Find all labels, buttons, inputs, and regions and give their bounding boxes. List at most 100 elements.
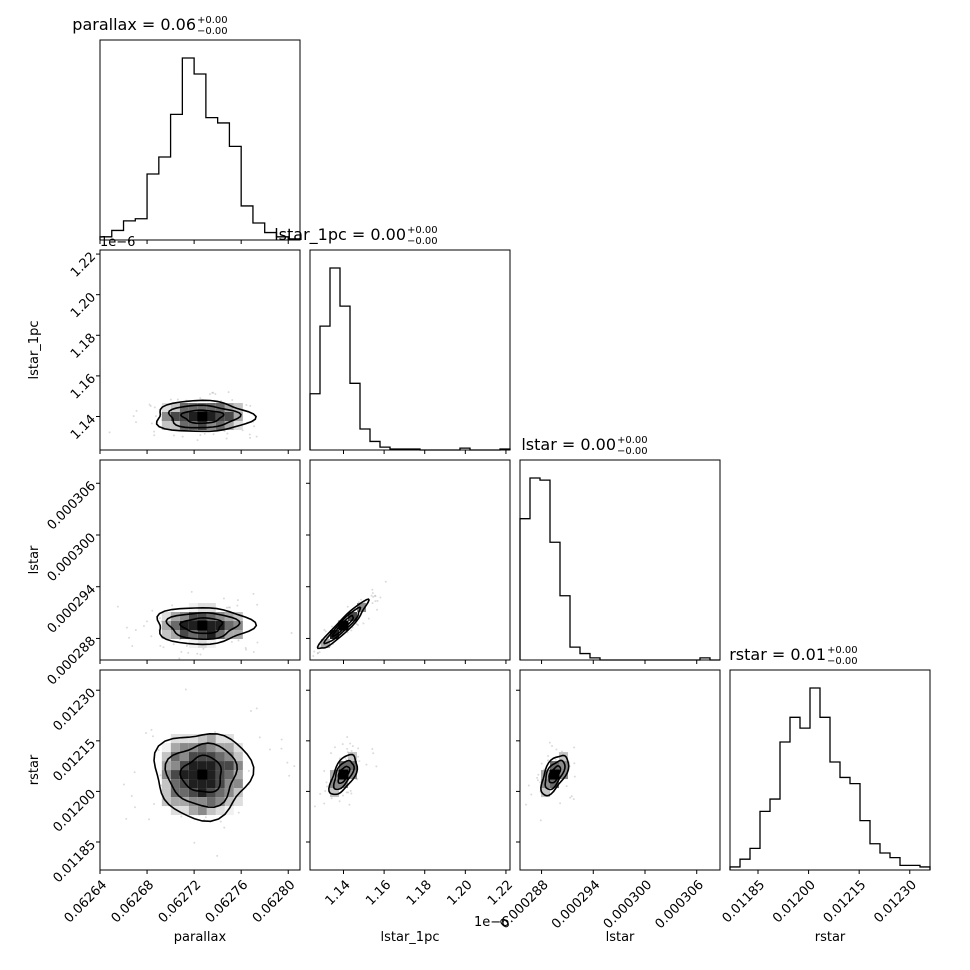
density-cell (188, 402, 198, 412)
contour-1 (540, 754, 570, 797)
density-cell (206, 797, 216, 807)
density-cell (224, 761, 234, 771)
scatter-point (212, 433, 215, 436)
x-tick-label-parallax: 0.06272 (156, 878, 205, 927)
scatter-point (247, 769, 250, 772)
density-cell (179, 752, 189, 762)
density-cell (233, 402, 243, 412)
scatter-point (223, 430, 226, 433)
scatter-point (349, 742, 352, 745)
density-cell (170, 630, 180, 640)
density-peak (338, 769, 349, 780)
contour-3 (180, 409, 225, 425)
density-cell (161, 788, 171, 798)
density-cell (188, 788, 198, 798)
scatter-point (208, 393, 211, 396)
scatter-point (228, 606, 231, 609)
density-cell (179, 612, 189, 622)
scatter-point (319, 792, 322, 795)
scatter-point (196, 439, 199, 442)
hist-frame-parallax (99, 39, 301, 241)
scatter-point (351, 745, 354, 748)
scatter-point (128, 636, 131, 639)
density-cell (170, 743, 180, 753)
density-cell (224, 797, 234, 807)
scatter-point (350, 629, 353, 632)
scatter-point (341, 743, 344, 746)
title-upper-parallax: +0.00 (197, 15, 228, 26)
y-tick-label-lstar_1pc: 1.18 (68, 331, 99, 362)
scatter-point (348, 803, 351, 806)
contour-2 (165, 612, 241, 641)
scatter-point (347, 791, 350, 794)
scatter-point (214, 392, 217, 395)
scatter-point (374, 600, 377, 603)
density-cell (179, 621, 189, 631)
x-tick-label-lstar: 0.000300 (601, 878, 655, 932)
scatter-point (226, 432, 229, 435)
x-tick-label-rstar: 0.01185 (720, 878, 769, 927)
scatter-point (565, 785, 568, 788)
y-tick-label-lstar_1pc: 1.14 (68, 412, 99, 443)
density-cell (170, 402, 180, 412)
scatter-point (237, 811, 240, 814)
y-tick-label-rstar: 0.01215 (50, 736, 99, 785)
offset-text-y-lstar_1pc: 1e−6 (100, 235, 135, 250)
scatter-point (149, 405, 152, 408)
density-cell (215, 612, 225, 622)
scatter-point (325, 785, 328, 788)
scatter-point (225, 437, 228, 440)
density-cell (224, 630, 234, 640)
density-cell (233, 411, 243, 421)
panel-2d-parallax-lstar_1pc (99, 249, 301, 451)
x-tick-label-lstar_1pc: 1.20 (444, 878, 475, 909)
density-cell (161, 779, 171, 789)
scatter-point (253, 425, 256, 428)
scatter-point (184, 688, 187, 691)
contour-3 (337, 765, 351, 785)
scatter-point (178, 657, 181, 660)
density-cell (197, 639, 207, 649)
density-cell (233, 761, 243, 771)
scatter-point (146, 620, 149, 623)
scatter-point (223, 826, 226, 829)
density-cell (233, 779, 243, 789)
scatter-point (159, 644, 162, 647)
x-tick-label-rstar: 0.01230 (871, 878, 920, 927)
scatter-point (330, 752, 333, 755)
scatter-point (211, 391, 214, 394)
title-lower-lstar: −0.00 (617, 446, 648, 457)
scatter-point (145, 732, 148, 735)
density-cell (224, 788, 234, 798)
scatter-point (573, 775, 576, 778)
scatter-point (214, 731, 217, 734)
panel-2d-parallax-rstar (99, 669, 301, 871)
scatter-point (150, 422, 153, 425)
contour-2 (332, 759, 355, 791)
scatter-point (288, 774, 291, 777)
scatter-point (108, 431, 111, 434)
density-cell (233, 612, 243, 622)
offset-text-x-lstar_1pc: 1e−6 (474, 915, 509, 930)
density-cell (215, 788, 225, 798)
scatter-point (316, 651, 319, 654)
scatter-point (346, 605, 349, 608)
density-cell (188, 761, 198, 771)
density-cell (540, 788, 550, 798)
density-cell (206, 612, 216, 622)
scatter-point (375, 765, 378, 768)
scatter-point (350, 792, 353, 795)
panel-frame (309, 459, 511, 661)
density-cell (197, 743, 207, 753)
panel-hist-parallax: parallax = 0.06 +0.00−0.00 (72, 15, 301, 241)
density-cell (206, 752, 216, 762)
scatter-point (134, 629, 137, 632)
density-cell (206, 411, 216, 421)
scatter-point (147, 818, 150, 821)
scatter-point (372, 752, 375, 755)
scatter-point (357, 601, 360, 604)
density-cell (197, 788, 207, 798)
scatter-point (131, 644, 134, 647)
scatter-point (225, 606, 228, 609)
